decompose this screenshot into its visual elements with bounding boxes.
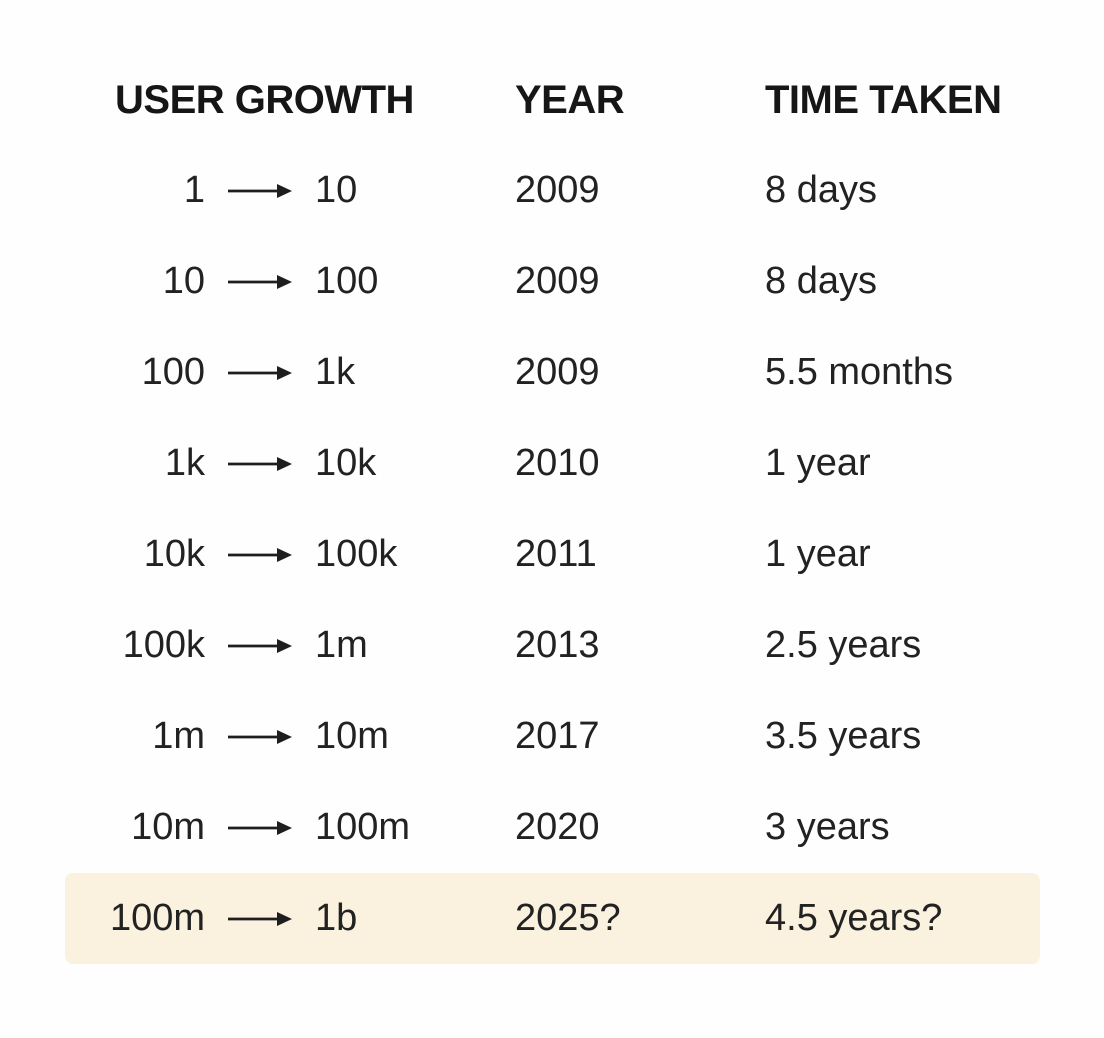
time-taken-cell: 1 year bbox=[765, 533, 871, 575]
user-growth-cell: 10k 100k bbox=[65, 533, 515, 576]
user-growth-cell: 10m 100m bbox=[65, 806, 515, 849]
right-arrow-icon bbox=[205, 818, 315, 838]
year-cell: 2009 bbox=[515, 260, 600, 302]
table-row: 10 100 2009 8 days bbox=[65, 236, 1040, 327]
growth-to-value: 100m bbox=[315, 806, 411, 848]
time-taken-cell: 4.5 years? bbox=[765, 897, 943, 939]
table-row: 100m 1b 2025? 4.5 years? bbox=[65, 873, 1040, 964]
time-taken-cell: 8 days bbox=[765, 260, 877, 302]
table-header-row: USER GROWTH YEAR TIME TAKEN bbox=[65, 55, 1040, 145]
growth-to-value: 10 bbox=[315, 169, 358, 211]
growth-from-value: 1 bbox=[183, 169, 205, 211]
right-arrow-icon bbox=[205, 545, 315, 565]
growth-table: USER GROWTH YEAR TIME TAKEN 1 10 2009 8 … bbox=[65, 55, 1040, 964]
year-cell: 2011 bbox=[515, 533, 597, 575]
year-cell: 2009 bbox=[515, 169, 600, 211]
growth-from-value: 10 bbox=[162, 260, 205, 302]
column-header-user-growth: USER GROWTH bbox=[115, 77, 414, 122]
table-row: 1 10 2009 8 days bbox=[65, 145, 1040, 236]
growth-to-value: 10m bbox=[315, 715, 389, 757]
right-arrow-icon bbox=[205, 272, 315, 292]
time-taken-cell: 1 year bbox=[765, 442, 871, 484]
time-taken-cell: 8 days bbox=[765, 169, 877, 211]
year-cell: 2025? bbox=[515, 897, 621, 939]
right-arrow-icon bbox=[205, 909, 315, 929]
time-taken-cell: 3 years bbox=[765, 806, 890, 848]
growth-from-value: 100m bbox=[109, 897, 205, 939]
year-cell: 2010 bbox=[515, 442, 600, 484]
right-arrow-icon bbox=[205, 636, 315, 656]
table-row: 1k 10k 2010 1 year bbox=[65, 418, 1040, 509]
growth-from-value: 10k bbox=[143, 533, 205, 575]
user-growth-cell: 10 100 bbox=[65, 260, 515, 303]
growth-from-value: 100 bbox=[141, 351, 205, 393]
growth-from-value: 1k bbox=[164, 442, 205, 484]
column-header-time-taken: TIME TAKEN bbox=[765, 77, 1002, 122]
table-row: 100k 1m 2013 2.5 years bbox=[65, 600, 1040, 691]
user-growth-cell: 100 1k bbox=[65, 351, 515, 394]
growth-from-value: 10m bbox=[131, 806, 205, 848]
user-growth-cell: 1m 10m bbox=[65, 715, 515, 758]
growth-from-value: 1m bbox=[152, 715, 205, 757]
table-row: 10k 100k 2011 1 year bbox=[65, 509, 1040, 600]
year-cell: 2020 bbox=[515, 806, 600, 848]
table-row: 100 1k 2009 5.5 months bbox=[65, 327, 1040, 418]
right-arrow-icon bbox=[205, 454, 315, 474]
growth-to-value: 1m bbox=[315, 624, 368, 666]
table-row: 10m 100m 2020 3 years bbox=[65, 782, 1040, 873]
year-cell: 2013 bbox=[515, 624, 600, 666]
right-arrow-icon bbox=[205, 363, 315, 383]
year-cell: 2009 bbox=[515, 351, 600, 393]
time-taken-cell: 3.5 years bbox=[765, 715, 922, 757]
growth-to-value: 100k bbox=[315, 533, 398, 575]
right-arrow-icon bbox=[205, 727, 315, 747]
year-cell: 2017 bbox=[515, 715, 600, 757]
growth-to-value: 10k bbox=[315, 442, 377, 484]
user-growth-cell: 1 10 bbox=[65, 169, 515, 212]
growth-to-value: 1k bbox=[315, 351, 356, 393]
growth-to-value: 100 bbox=[315, 260, 379, 302]
growth-from-value: 100k bbox=[122, 624, 205, 666]
column-header-year: YEAR bbox=[515, 77, 625, 122]
user-growth-cell: 100k 1m bbox=[65, 624, 515, 667]
right-arrow-icon bbox=[205, 181, 315, 201]
time-taken-cell: 5.5 months bbox=[765, 351, 953, 393]
growth-to-value: 1b bbox=[315, 897, 358, 939]
table-row: 1m 10m 2017 3.5 years bbox=[65, 691, 1040, 782]
user-growth-cell: 1k 10k bbox=[65, 442, 515, 485]
table-body: 1 10 2009 8 days 10 100 2009 8 days bbox=[65, 145, 1040, 964]
user-growth-cell: 100m 1b bbox=[65, 897, 515, 940]
time-taken-cell: 2.5 years bbox=[765, 624, 922, 666]
